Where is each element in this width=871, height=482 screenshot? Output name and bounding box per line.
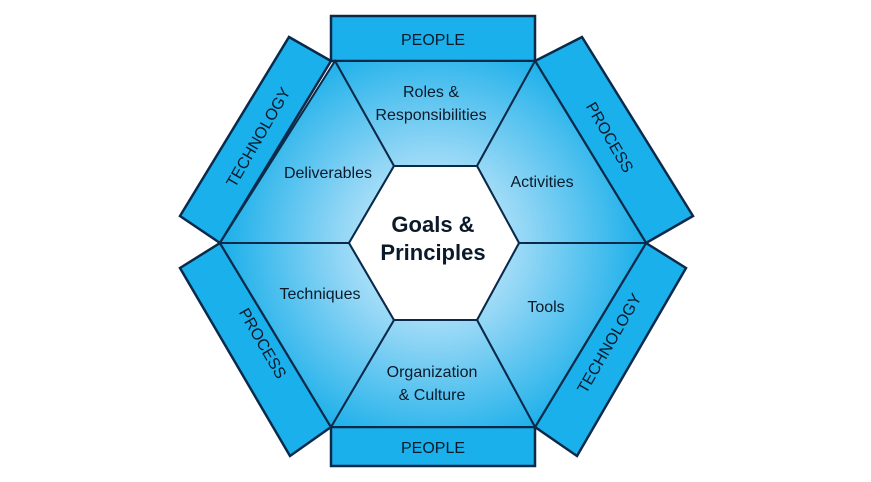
segment-label-lower-right: Tools: [527, 299, 564, 316]
band-label-top: PEOPLE: [401, 32, 465, 49]
segment-label-lower-left: Techniques: [280, 286, 361, 303]
center-label-line1: Goals &: [391, 212, 474, 237]
segment-label-top-line1: Roles &: [403, 84, 459, 101]
segment-label-top-line2: Responsibilities: [375, 107, 486, 124]
segment-label-bottom-line1: Organization: [387, 364, 478, 381]
segment-label-upper-right: Activities: [510, 174, 573, 191]
band-label-bottom: PEOPLE: [401, 440, 465, 457]
center-label-line2: Principles: [380, 240, 485, 265]
band-upper-left: [178, 35, 333, 245]
segment-label-upper-left: Deliverables: [284, 165, 372, 182]
center-hexagon: [347, 165, 521, 321]
segment-label-bottom-line2: & Culture: [399, 387, 466, 404]
